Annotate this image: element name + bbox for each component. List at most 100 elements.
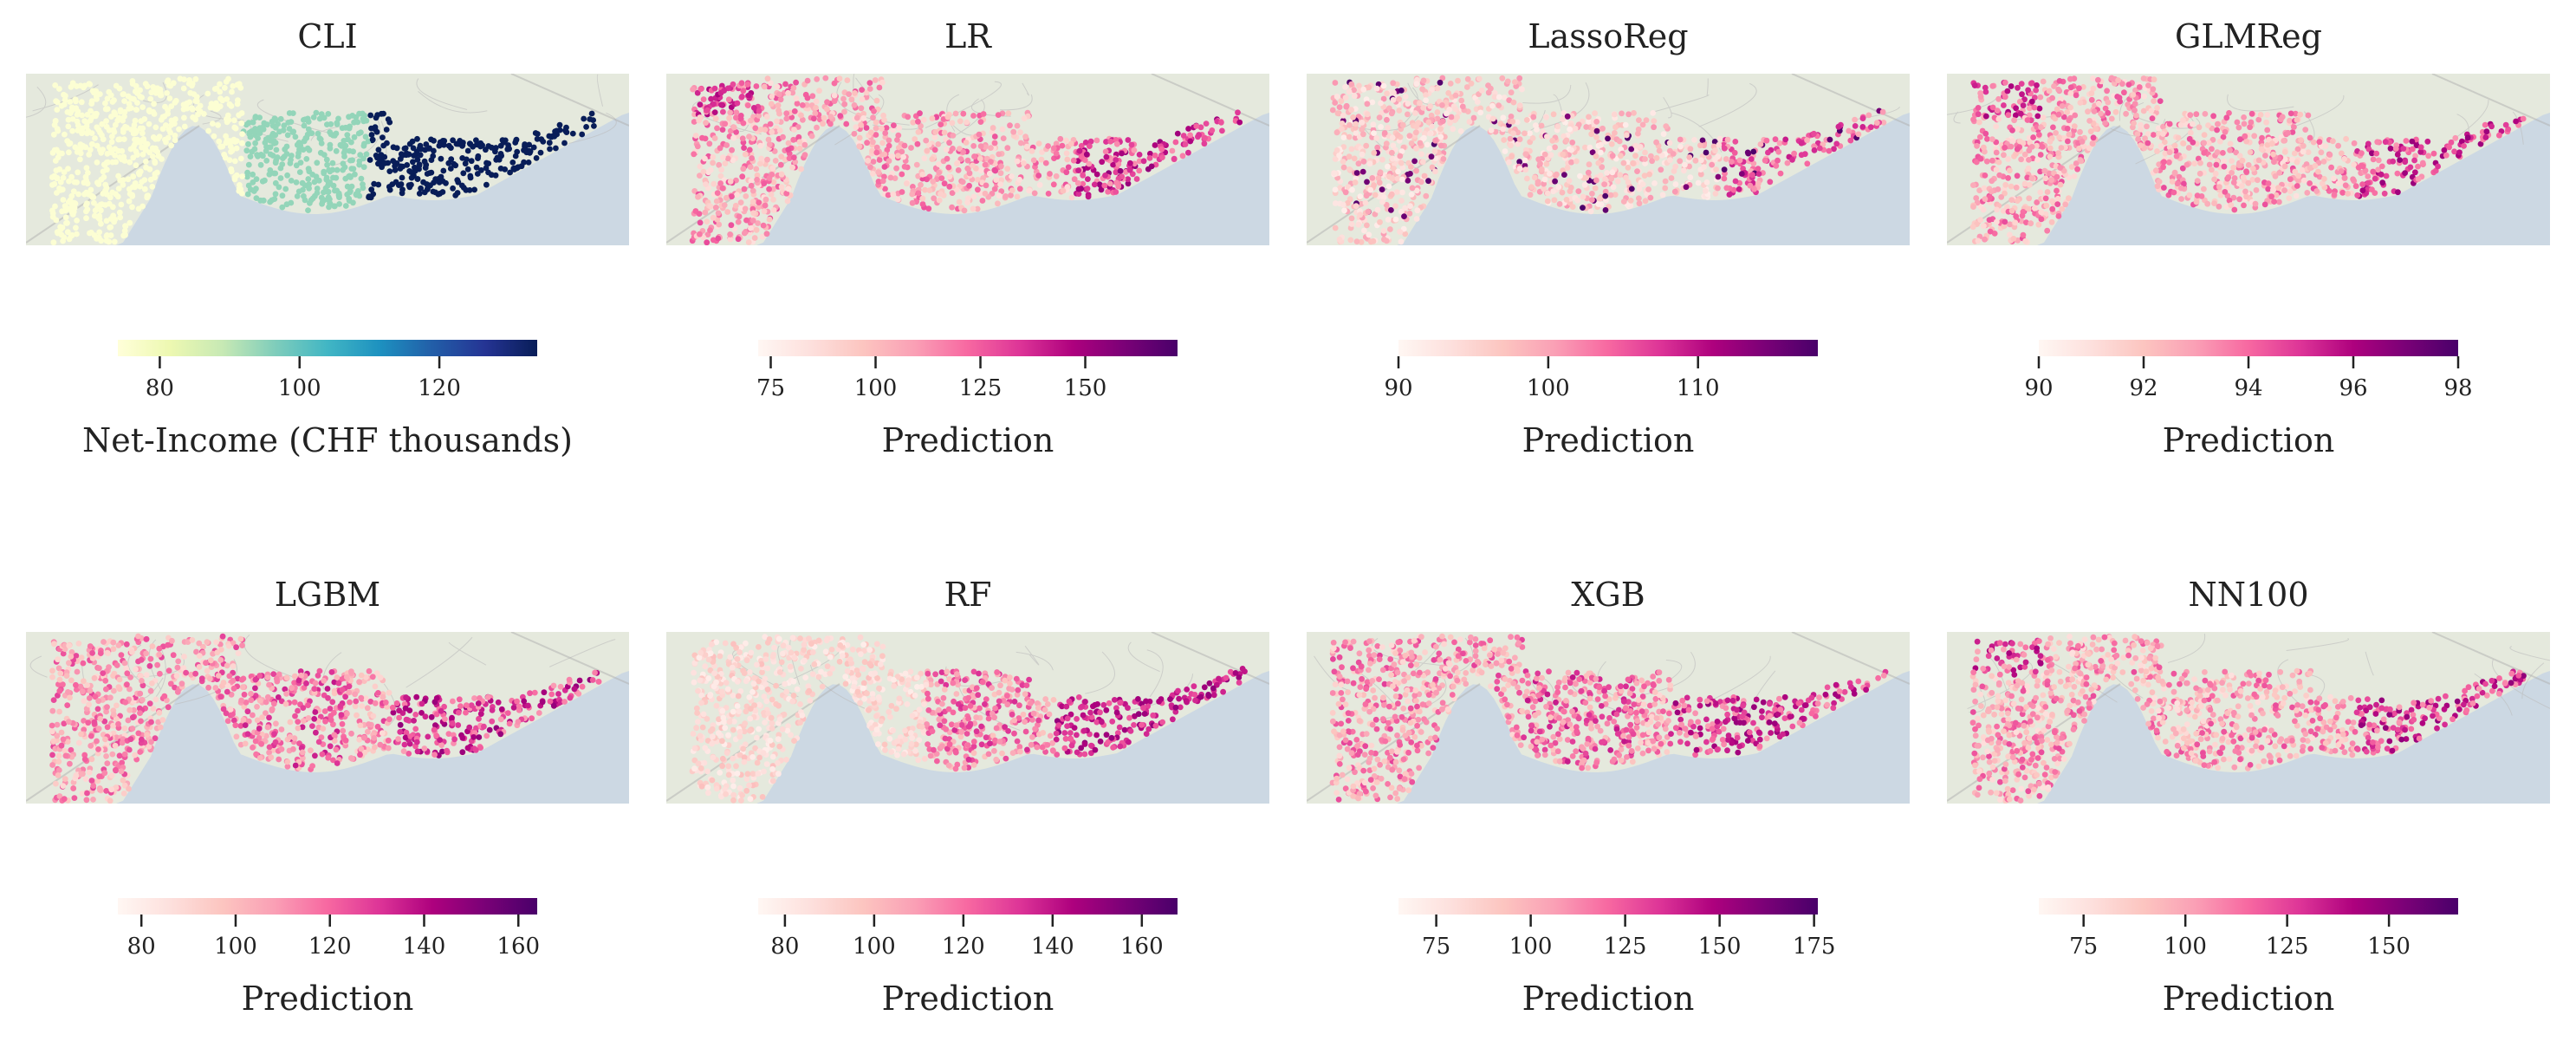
map-point — [83, 215, 89, 221]
map-point — [1349, 187, 1355, 193]
map-point — [513, 137, 519, 143]
map-point — [325, 111, 331, 117]
map-point — [1628, 198, 1634, 204]
map-point — [467, 187, 473, 193]
map-point — [1545, 199, 1551, 205]
map-point — [295, 150, 302, 156]
map-point — [1342, 84, 1348, 90]
map-point — [1539, 166, 1545, 172]
map-point — [1415, 207, 1421, 213]
map-point — [2001, 152, 2007, 158]
map-point — [224, 96, 230, 102]
map-point — [1352, 93, 1358, 99]
map-point — [302, 116, 308, 122]
map-point — [1645, 186, 1651, 192]
map-point — [102, 101, 108, 107]
map-point — [886, 192, 892, 199]
map-point — [2076, 85, 2082, 91]
map-point — [779, 172, 785, 178]
map-point — [570, 131, 576, 137]
map-point — [789, 165, 795, 171]
map-point — [104, 166, 110, 172]
map-point — [765, 75, 771, 81]
map-point — [1602, 193, 1608, 199]
map-point — [770, 197, 776, 203]
map-point — [1488, 86, 1494, 92]
map-point — [387, 187, 393, 193]
map-point — [827, 121, 834, 127]
map-point — [1364, 223, 1370, 229]
map-point — [129, 192, 135, 199]
map-point — [489, 172, 495, 178]
map-point — [1729, 159, 1735, 165]
map-point — [937, 198, 943, 204]
map-point — [1804, 160, 1810, 166]
map-point — [2056, 213, 2062, 219]
map-point — [1420, 105, 1426, 111]
map-point — [2085, 108, 2091, 114]
map-point — [1582, 182, 1588, 188]
map-point — [1399, 190, 1405, 196]
map-point — [2161, 159, 2167, 165]
map-point — [1505, 79, 1511, 85]
map-point — [1564, 197, 1570, 203]
map-point — [931, 195, 937, 201]
map-point — [2105, 110, 2111, 116]
map-point — [152, 136, 159, 142]
map-point — [2254, 187, 2260, 193]
map-point — [431, 179, 437, 186]
map-point — [1868, 124, 1874, 130]
map-point — [369, 132, 375, 138]
map-point — [49, 708, 55, 714]
map-point — [1458, 98, 1464, 104]
map-point — [2036, 132, 2042, 138]
map-point — [1101, 183, 1107, 189]
map-point — [1737, 158, 1743, 164]
map-point — [2080, 139, 2086, 145]
map-point — [814, 125, 820, 131]
map-point — [235, 101, 241, 107]
colorbar-tick-label: 110 — [1677, 375, 1720, 401]
map-point — [1677, 137, 1684, 143]
map-point — [802, 152, 808, 158]
map-point — [1418, 179, 1424, 185]
map-point — [1127, 167, 1133, 173]
map-point — [2045, 189, 2051, 195]
map-point — [813, 105, 819, 111]
map-point — [2321, 176, 2327, 182]
map-point — [254, 176, 260, 182]
map-point — [78, 83, 84, 89]
map-point — [428, 170, 434, 176]
map-point — [2078, 157, 2084, 163]
map-point — [2225, 174, 2231, 180]
map-point — [1076, 186, 1082, 192]
map-point — [942, 130, 948, 136]
map-point — [739, 173, 745, 179]
map-point — [1365, 101, 1371, 107]
map-point — [702, 210, 708, 216]
map-point — [2397, 157, 2403, 163]
map-point — [2033, 88, 2039, 94]
map-point — [750, 199, 756, 205]
map-point — [724, 209, 730, 215]
map-point — [1989, 158, 1995, 164]
map-point — [1650, 110, 1656, 116]
map-point — [2418, 144, 2424, 150]
map-point — [260, 153, 266, 159]
map-point — [176, 127, 182, 133]
map-point — [2167, 121, 2173, 127]
map-point — [1471, 115, 1477, 121]
map-point — [2174, 153, 2180, 159]
map-point — [1479, 88, 1485, 94]
map-point — [1398, 238, 1405, 244]
map-point — [1575, 188, 1581, 194]
map-point — [2393, 146, 2399, 152]
map-point — [998, 163, 1004, 169]
map-point — [1360, 169, 1366, 175]
map-point — [1421, 135, 1427, 141]
map-point — [579, 132, 585, 138]
map-point — [1549, 138, 1555, 144]
map-point — [390, 158, 396, 164]
map-point — [2264, 112, 2270, 118]
